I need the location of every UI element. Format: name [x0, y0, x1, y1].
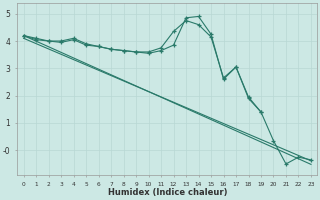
X-axis label: Humidex (Indice chaleur): Humidex (Indice chaleur)	[108, 188, 227, 197]
